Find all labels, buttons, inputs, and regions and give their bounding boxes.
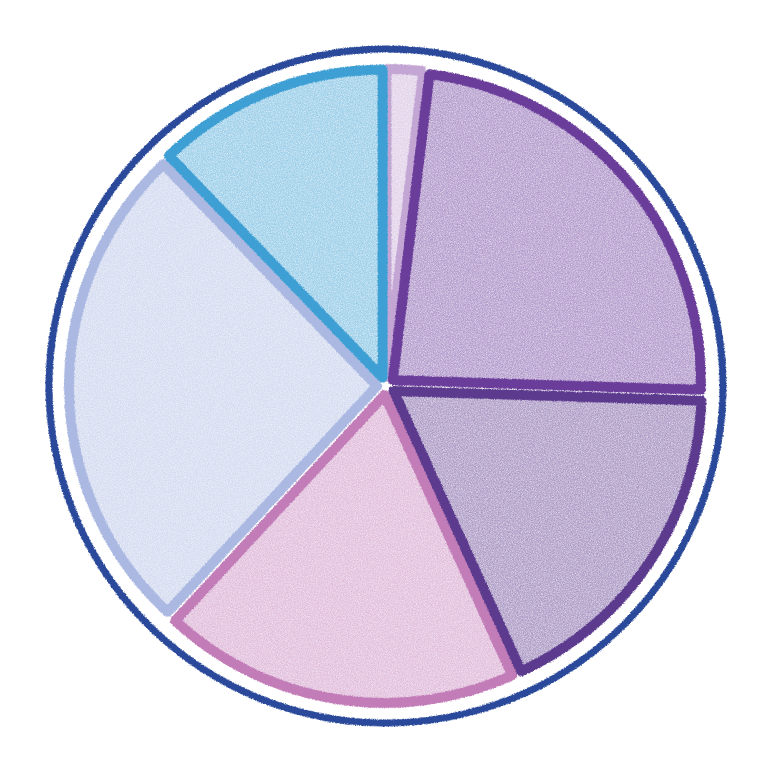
- pie-slice: [64, 159, 382, 617]
- pie-slice-texture: [392, 74, 701, 390]
- pie-slice-outline: [170, 389, 518, 708]
- pie-slice-texture: [393, 390, 702, 672]
- pie-slice: [163, 64, 388, 383]
- pie-slice: [387, 69, 706, 395]
- pie-slice-outline: [64, 159, 382, 617]
- pie-slice-outline: [388, 385, 707, 677]
- pie-slice-outline: [387, 69, 706, 395]
- pie-slice-outline: [163, 64, 388, 383]
- pie-slice-texture: [175, 394, 513, 703]
- pie-slice: [170, 389, 518, 708]
- pie-slices: [64, 64, 707, 708]
- pie-outer-ring: [45, 45, 727, 727]
- pie-slice-texture: [69, 164, 378, 612]
- pie-slice: [388, 385, 707, 677]
- pie-slice-texture: [168, 69, 383, 378]
